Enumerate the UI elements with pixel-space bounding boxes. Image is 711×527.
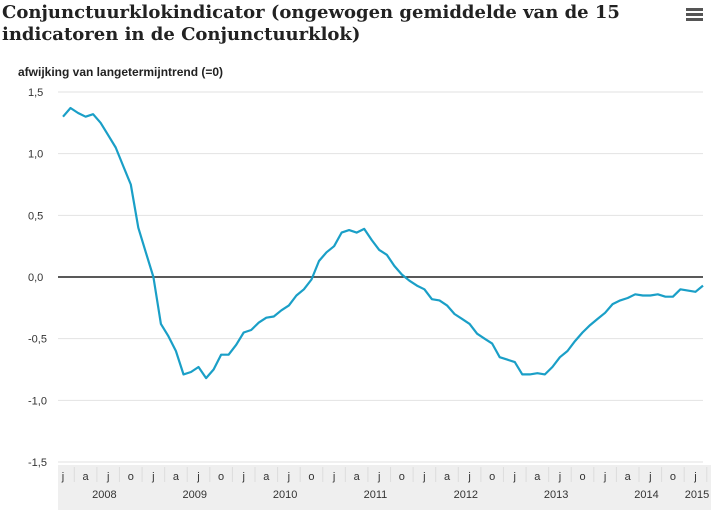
x-tick-label: o xyxy=(670,471,676,483)
x-tick-label: o xyxy=(399,471,405,483)
y-axis-label: afwijking van langetermijntrend (=0) xyxy=(18,65,223,79)
x-tick-label: o xyxy=(579,471,585,483)
x-tick-label: j xyxy=(513,471,516,483)
x-tick-label: a xyxy=(173,471,180,483)
x-tick-label: j xyxy=(196,471,199,483)
x-tick-label: j xyxy=(693,471,696,483)
x-tick-label: j xyxy=(287,471,290,483)
menu-bar[interactable] xyxy=(686,18,703,21)
x-axis-band xyxy=(58,465,711,510)
x-tick-label: j xyxy=(648,471,651,483)
x-tick-label: j xyxy=(61,471,64,483)
chart-title: Conjunctuurklokindicator (ongewogen gemi… xyxy=(2,2,620,23)
x-tick-label: j xyxy=(558,471,561,483)
x-tick-label: o xyxy=(218,471,224,483)
menu-bar[interactable] xyxy=(686,13,703,16)
x-tick-label: a xyxy=(625,471,632,483)
x-tick-label: j xyxy=(467,471,470,483)
chart-title: indicatoren in de Conjunctuurklok) xyxy=(2,24,360,45)
x-tick-label: j xyxy=(332,471,335,483)
x-tick-label: j xyxy=(377,471,380,483)
menu-bar[interactable] xyxy=(686,8,703,11)
x-tick-label: j xyxy=(241,471,244,483)
x-tick-label: j xyxy=(422,471,425,483)
x-tick-label: j xyxy=(151,471,154,483)
year-label: 2011 xyxy=(364,489,388,501)
x-tick-label: a xyxy=(83,471,90,483)
year-label: 2008 xyxy=(92,489,116,501)
x-tick-label: o xyxy=(128,471,134,483)
y-tick-label: 0,0 xyxy=(28,272,43,284)
year-label: 2009 xyxy=(183,489,207,501)
x-tick-label: j xyxy=(106,471,109,483)
x-tick-label: o xyxy=(489,471,495,483)
y-tick-label: -0,5 xyxy=(28,334,47,346)
x-tick-label: o xyxy=(308,471,314,483)
year-label: 2010 xyxy=(273,489,297,501)
x-tick-label: a xyxy=(354,471,361,483)
x-tick-label: a xyxy=(263,471,270,483)
year-label: 2015 xyxy=(685,489,709,501)
line-series xyxy=(62,106,704,380)
y-tick-label: 0,5 xyxy=(28,210,43,222)
year-label: 2014 xyxy=(634,489,658,501)
year-label: 2012 xyxy=(454,489,478,501)
y-tick-label: -1,0 xyxy=(28,395,47,407)
year-label: 2013 xyxy=(544,489,568,501)
y-tick-label: 1,5 xyxy=(28,87,43,99)
x-tick-label: a xyxy=(444,471,451,483)
menu-icon[interactable] xyxy=(686,8,703,21)
x-tick-label: j xyxy=(603,471,606,483)
x-tick-label: a xyxy=(534,471,541,483)
y-tick-label: -1,5 xyxy=(28,457,47,469)
y-tick-label: 1,0 xyxy=(28,149,43,161)
